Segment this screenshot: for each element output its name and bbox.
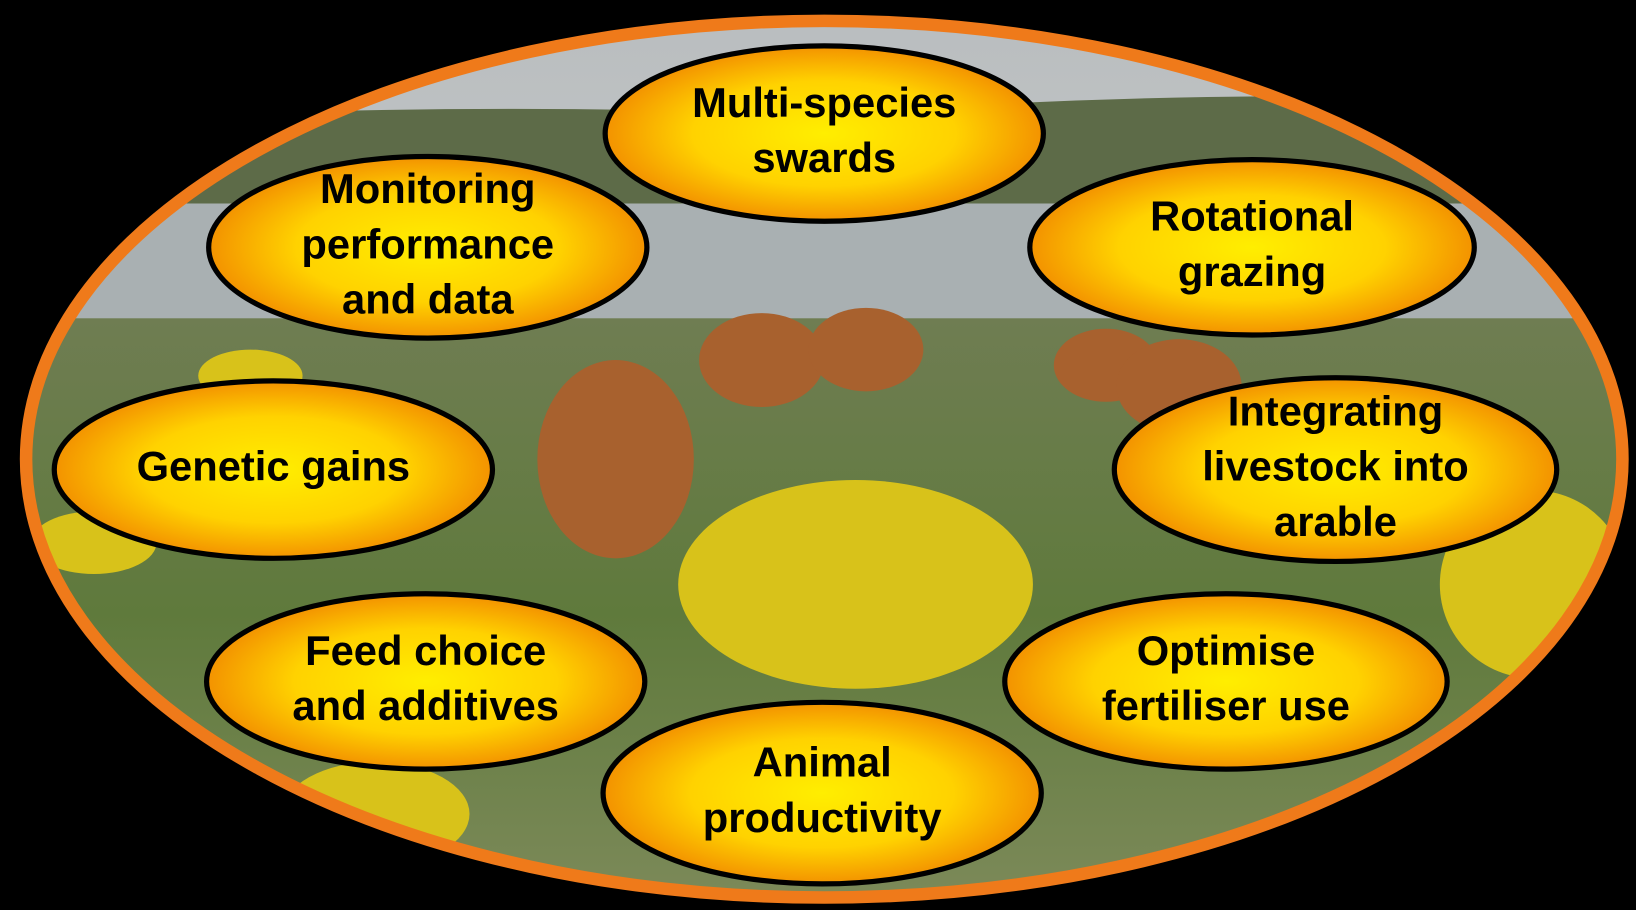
node: Monitoring performance and data: [209, 157, 647, 339]
node-label: Animal: [753, 738, 892, 785]
node-label: Optimise: [1137, 627, 1315, 674]
node-label: Multi-species: [692, 79, 956, 126]
node-label: performance: [301, 220, 554, 267]
node: Rotational grazing: [1030, 160, 1474, 335]
node-label: productivity: [703, 794, 942, 841]
node-label: Genetic gains: [137, 443, 411, 490]
node-label: Feed choice: [305, 627, 546, 674]
node-label: and data: [342, 276, 514, 323]
node: Feed choice and additives: [207, 594, 645, 769]
node-label: arable: [1274, 498, 1397, 545]
node-label: fertiliser use: [1102, 682, 1350, 729]
diagram: Multi-species swards Monitoring performance…: [0, 0, 1636, 910]
node: Multi-species swards: [605, 46, 1043, 221]
node: Integrating livestock into arable: [1114, 378, 1556, 562]
node: Animal productivity: [603, 702, 1041, 884]
node-label: Rotational: [1150, 193, 1354, 240]
node-label: Integrating: [1228, 387, 1444, 434]
node-label: grazing: [1178, 248, 1326, 295]
node-label: and additives: [292, 682, 559, 729]
node-label: livestock into: [1202, 443, 1469, 490]
node: Genetic gains: [54, 381, 492, 558]
page: Multi-species swards Monitoring performance…: [0, 0, 1636, 910]
node-label: swards: [752, 134, 896, 181]
node-label: Monitoring: [320, 165, 535, 212]
node: Optimise fertiliser use: [1005, 594, 1447, 769]
